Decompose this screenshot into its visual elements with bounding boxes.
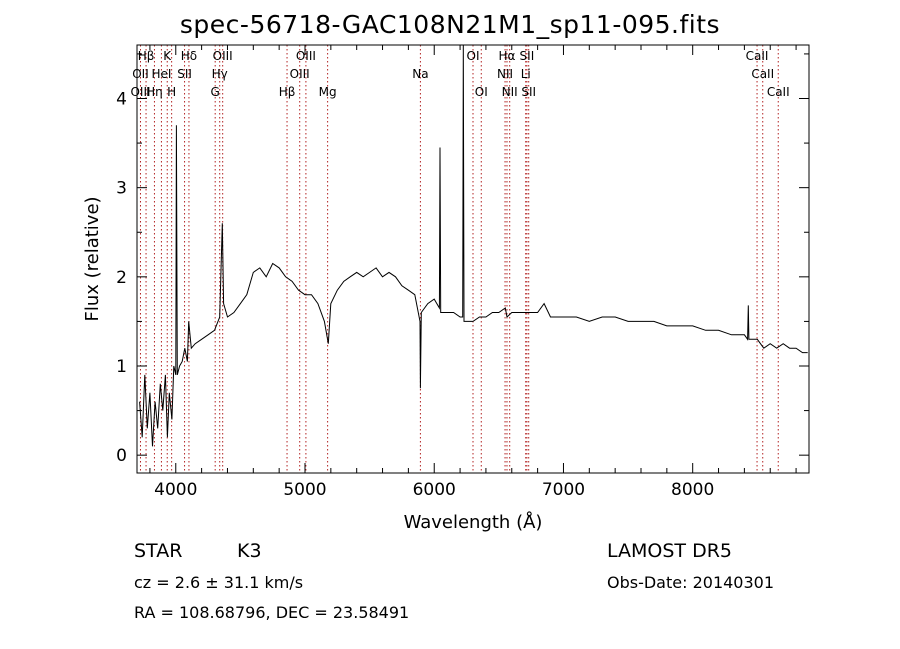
spectral-line-label: OIII: [130, 85, 150, 99]
x-tick-label: 8000: [671, 480, 714, 500]
spectral-line-label: Hγ: [212, 67, 228, 81]
spectral-line-label: Hη: [146, 85, 163, 99]
y-tick-label: 3: [116, 179, 127, 199]
spectral-line-label: OIII: [290, 67, 310, 81]
spectral-line-label: OI: [467, 49, 480, 63]
y-tick-label: 0: [116, 446, 127, 466]
y-axis-label: Flux (relative): [82, 196, 103, 321]
coordinates: RA = 108.68796, DEC = 23.58491: [134, 603, 410, 622]
spectral-line-label: OIII: [296, 49, 316, 63]
spectrum-line: [139, 44, 808, 447]
x-tick-label: 6000: [413, 480, 456, 500]
spectral-line-label: CaII: [746, 49, 769, 63]
spectral-line-label: Hα: [499, 49, 516, 63]
obs-date: Obs-Date: 20140301: [607, 573, 775, 592]
spectral-line-label: SII: [521, 85, 536, 99]
x-tick-label: 7000: [542, 480, 585, 500]
y-tick-label: 1: [116, 357, 127, 377]
spectrum-series: [139, 44, 808, 447]
spectral-line-label: Li: [521, 67, 531, 81]
x-axis-label: Wavelength (Å): [404, 511, 543, 533]
spectral-line-label: CaII: [767, 85, 790, 99]
object-class: STAR: [134, 540, 183, 562]
spectral-line-label: K: [163, 49, 172, 63]
x-tick-label: 5000: [283, 480, 326, 500]
spectral-line-label: HeI: [151, 67, 171, 81]
spectral-line-label: OIII: [213, 49, 233, 63]
redshift-readout: cz = 2.6 ± 31.1 km/s: [134, 573, 304, 592]
spectral-line-label: OII: [132, 67, 149, 81]
spectral-line-label: NII: [497, 67, 513, 81]
spectral-line-label: Hβ: [279, 85, 296, 99]
spectral-line-label: G: [211, 85, 220, 99]
chart-title: spec-56718-GAC108N21M1_sp11-095.fits: [179, 10, 721, 39]
axes: 4000 5000 6000 7000 8000 0 1 2 3 4 Wavelength (Å) F…: [82, 44, 810, 533]
spectral-line-label: H: [167, 85, 176, 99]
spectral-line-label: NII: [502, 85, 518, 99]
spectral-line-label: Na: [412, 67, 428, 81]
survey-label: LAMOST DR5: [607, 540, 732, 562]
spectral-line-label: OI: [475, 85, 488, 99]
spectral-line-label: SII: [520, 49, 535, 63]
spectral-line-label: SII: [177, 67, 192, 81]
object-subclass: K3: [237, 540, 262, 562]
plot-frame: [136, 44, 810, 474]
y-tick-label: 4: [116, 90, 127, 110]
spectral-line-label: Hδ: [181, 49, 197, 63]
y-tick-label: 2: [116, 268, 127, 288]
spectral-line-label: Mg: [319, 85, 337, 99]
spectral-line-label: CaII: [751, 67, 774, 81]
spectral-line-label: Hβ: [138, 49, 155, 63]
spectral-line-markers: [139, 45, 779, 473]
x-tick-label: 4000: [154, 480, 197, 500]
